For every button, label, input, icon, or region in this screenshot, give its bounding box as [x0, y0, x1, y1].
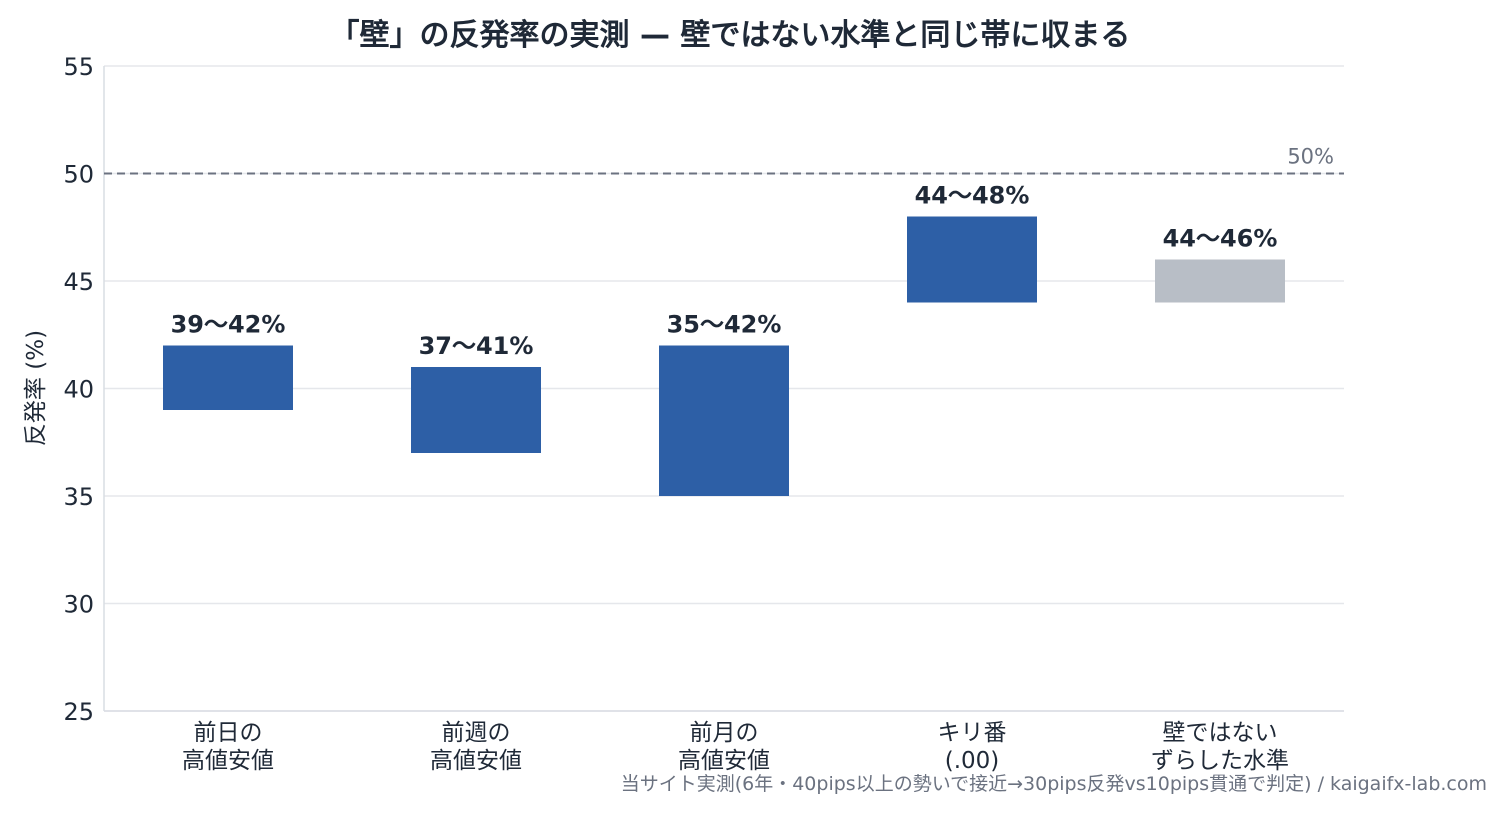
range-bar [659, 345, 789, 496]
x-tick-label: キリ番 [938, 720, 1007, 746]
data-label: 35〜42% [667, 311, 782, 339]
x-tick-label: 前週の [442, 720, 511, 746]
range-bar [1155, 259, 1285, 303]
y-tick-label: 50 [63, 161, 94, 189]
y-tick-label: 40 [63, 376, 94, 404]
data-label: 44〜48% [915, 182, 1030, 210]
reference-line-label: 50% [1287, 145, 1334, 169]
data-label: 39〜42% [171, 311, 286, 339]
data-label: 37〜41% [419, 332, 534, 360]
data-label: 44〜46% [1163, 225, 1278, 253]
x-tick-label: 高値安値 [430, 748, 522, 774]
range-bar [907, 216, 1037, 303]
x-tick-label: 前日の [194, 720, 263, 746]
y-tick-label: 55 [63, 53, 94, 81]
y-tick-label: 30 [63, 591, 94, 619]
x-tick-label: (.00) [945, 748, 1000, 774]
x-tick-label: 壁ではない [1163, 720, 1278, 746]
y-axis-ticks: 25 30 35 40 45 50 55 [63, 53, 94, 726]
x-tick-label: 高値安値 [678, 748, 770, 774]
y-tick-label: 35 [63, 483, 94, 511]
source-note: 当サイト実測(6年・40pips以上の勢いで接近→30pips反発vs10pip… [621, 773, 1487, 795]
bars: 39〜42% 37〜41% 35〜42% 44〜48% 44〜46% [163, 182, 1285, 496]
reference-line-group: 50% [104, 145, 1344, 175]
y-tick-label: 25 [63, 698, 94, 726]
chart-title: 「壁」の反発率の実測 — 壁ではない水準と同じ帯に収まる [330, 18, 1131, 53]
y-axis-label: 反発率 (%) [23, 330, 49, 446]
range-bar [411, 367, 541, 453]
x-tick-label: 前月の [690, 720, 759, 746]
x-tick-label: ずらした水準 [1151, 748, 1289, 774]
x-tick-label: 高値安値 [182, 748, 274, 774]
range-bar [163, 345, 293, 410]
y-tick-label: 45 [63, 268, 94, 296]
